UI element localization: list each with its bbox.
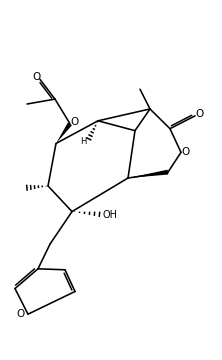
Text: O: O <box>195 109 204 119</box>
Text: H: H <box>80 137 86 146</box>
Text: O: O <box>71 117 79 127</box>
Polygon shape <box>56 122 72 144</box>
Text: O: O <box>182 147 190 157</box>
Polygon shape <box>128 170 168 178</box>
Text: O: O <box>16 309 24 319</box>
Text: O: O <box>33 72 41 82</box>
Text: OH: OH <box>103 210 118 220</box>
